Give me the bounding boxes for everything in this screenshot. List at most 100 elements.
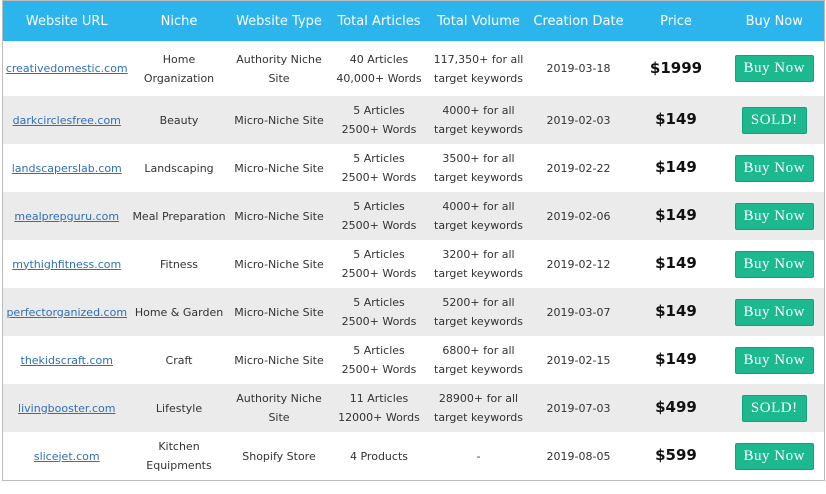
buy-button[interactable]: Buy Now (734, 298, 814, 326)
creation-date: 2019-07-03 (546, 401, 611, 415)
type-line: Micro-Niche Site (234, 257, 324, 271)
table-cell: 117,350+ for all target keywords (428, 41, 530, 96)
table-cell: Buy Now (724, 192, 825, 240)
articles-line: 2500+ Words (341, 363, 417, 376)
table-row: livingbooster.com Lifestyle Authority Nich… (2, 384, 825, 432)
table-cell: Buy Now (725, 240, 825, 288)
table-cell: Authority Niche Site (228, 41, 331, 96)
price: $599 (655, 446, 697, 464)
volume-line: target keywords (434, 315, 523, 328)
type-line: Micro-Niche Site (234, 113, 324, 127)
site-link[interactable]: mythighfitness.com (12, 257, 122, 271)
volume-line: 5200+ for all (442, 296, 515, 309)
table-body: creativedomestic.com Home Organization Auth… (2, 41, 825, 481)
niche-line: Beauty (159, 113, 199, 127)
buy-button[interactable]: Buy Now (734, 442, 814, 470)
site-link[interactable]: thekidscraft.com (20, 353, 114, 367)
table-cell: Home Organization (131, 41, 228, 96)
column-header: Price (627, 0, 725, 41)
buy-button[interactable]: Buy Now (734, 154, 814, 182)
buy-button[interactable]: Buy Now (734, 202, 814, 230)
articles-line: 11 Articles (349, 392, 409, 405)
site-link[interactable]: mealprepguru.com (14, 209, 120, 223)
site-link[interactable]: livingbooster.com (18, 401, 116, 415)
table-cell: Authority Niche Site (227, 384, 331, 432)
type-line: Authority Niche (236, 392, 322, 405)
creation-date: 2019-02-12 (546, 257, 611, 271)
table-cell: $1999 (628, 41, 725, 96)
header-row: Website URL Niche Website Type Total Articl… (2, 0, 825, 41)
table-cell: 5 Articles 2500+ Words (331, 336, 428, 384)
niche-line: Landscaping (144, 161, 214, 175)
articles-line: 2500+ Words (341, 267, 417, 280)
articles-line: 4 Products (350, 449, 408, 463)
table-cell: perfectorganized.com (2, 288, 131, 336)
table-cell: Buy Now (725, 41, 825, 96)
table-row: mythighfitness.com Fitness Micro-Niche Sit… (3, 240, 825, 288)
site-link[interactable]: darkcirclesfree.com (12, 113, 121, 127)
table-cell: Lifestyle (130, 384, 228, 432)
table-cell: Micro-Niche Site (228, 144, 331, 192)
niche-line: Meal Preparation (132, 209, 226, 223)
table-cell: 5200+ for all target keywords (427, 288, 530, 336)
articles-line: 5 Articles (353, 152, 405, 165)
table-cell: 2019-07-03 (529, 384, 628, 432)
column-header: Buy Now (724, 0, 825, 41)
niche-line: Craft (165, 353, 193, 367)
volume-line: target keywords (434, 171, 523, 184)
table-cell: $149 (628, 144, 725, 192)
volume-line: 3500+ for all (442, 152, 515, 165)
table-cell: 4000+ for all target keywords (427, 96, 530, 144)
table-cell: Shopify Store (228, 432, 331, 481)
table-row: darkcirclesfree.com Beauty Micro-Niche Sit… (2, 96, 825, 144)
table-cell: $149 (627, 96, 725, 144)
table-cell: Home & Garden (130, 288, 228, 336)
table-cell: darkcirclesfree.com (2, 96, 131, 144)
price: $1999 (649, 58, 703, 77)
site-link[interactable]: landscaperslab.com (11, 161, 122, 175)
column-header: Website URL (2, 0, 131, 41)
table-cell: 2019-08-05 (530, 432, 628, 481)
type-line: Micro-Niche Site (234, 161, 324, 175)
table-cell: SOLD! (724, 96, 825, 144)
type-line: Micro-Niche Site (234, 353, 324, 367)
table-cell: 6800+ for all target keywords (428, 336, 530, 384)
price: $149 (655, 206, 697, 224)
site-link[interactable]: perfectorganized.com (6, 305, 128, 319)
articles-line: 2500+ Words (341, 315, 417, 328)
creation-date: 2019-03-07 (546, 305, 611, 319)
table-cell: creativedomestic.com (3, 41, 131, 96)
table-cell: $499 (627, 384, 725, 432)
table-row: thekidscraft.com Craft Micro-Niche Site 5 A… (3, 336, 825, 384)
table-cell: $599 (628, 432, 725, 481)
buy-button[interactable]: Buy Now (734, 250, 814, 278)
site-link[interactable]: creativedomestic.com (5, 62, 128, 75)
table-cell: $149 (628, 240, 725, 288)
articles-line: 2500+ Words (341, 219, 417, 232)
type-line: Site (268, 411, 290, 424)
price: $149 (655, 302, 697, 320)
table-cell: Craft (131, 336, 228, 384)
table-cell: 2019-02-15 (530, 336, 628, 384)
buy-button[interactable]: SOLD! (741, 106, 807, 134)
column-header: Niche (130, 0, 228, 41)
creation-date: 2019-08-05 (546, 449, 611, 463)
table-cell: SOLD! (724, 384, 825, 432)
table-cell: Micro-Niche Site (227, 96, 331, 144)
table-cell: 40 Articles 40,000+ Words (331, 41, 428, 96)
table-cell: $149 (627, 288, 725, 336)
table-cell: Micro-Niche Site (227, 192, 331, 240)
buy-button[interactable]: Buy Now (734, 55, 814, 82)
table-cell: Micro-Niche Site (227, 288, 331, 336)
table-cell: 5 Articles 2500+ Words (331, 144, 428, 192)
articles-line: 5 Articles (353, 200, 405, 213)
buy-button[interactable]: SOLD! (741, 394, 807, 422)
table-cell: 2019-02-06 (529, 192, 628, 240)
buy-button[interactable]: Buy Now (734, 346, 814, 374)
table-cell: 2019-02-22 (530, 144, 628, 192)
site-link[interactable]: slicejet.com (33, 449, 100, 463)
column-header: Total Articles (330, 0, 428, 41)
column-header: Creation Date (529, 0, 628, 41)
creation-date: 2019-02-22 (546, 161, 611, 175)
table-cell: Kitchen Equipments (131, 432, 228, 481)
